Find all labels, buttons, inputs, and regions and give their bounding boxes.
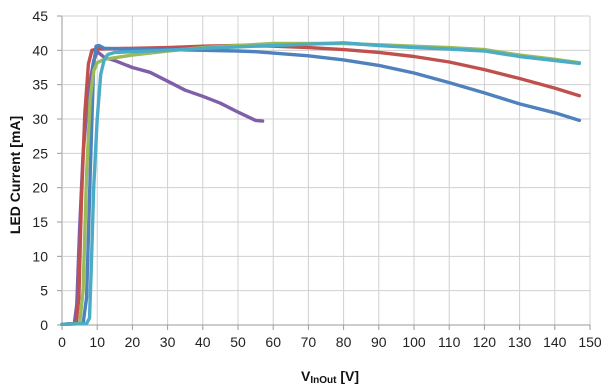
x-tick-label: 30 (160, 334, 176, 350)
y-tick-label: 10 (32, 248, 48, 264)
x-tick-label: 10 (89, 334, 105, 350)
series-line-5 (60, 41, 582, 326)
x-axis-label: VInOut [V] (301, 368, 359, 386)
series-line-4 (60, 41, 582, 326)
x-tick-label: 40 (195, 334, 211, 350)
y-tick-label: 40 (32, 42, 48, 58)
x-tick-label: 60 (265, 334, 281, 350)
chart-grid (57, 15, 591, 330)
x-tick-label: 20 (125, 334, 141, 350)
x-tick-label: 150 (578, 334, 601, 350)
x-tick-label: 70 (301, 334, 317, 350)
chart-series-group (60, 41, 582, 326)
x-tick-label: 80 (336, 334, 352, 350)
y-tick-label: 35 (32, 77, 48, 93)
y-axis-label: LED Current [mA] (7, 116, 23, 234)
y-tick-label: 5 (40, 283, 48, 299)
y-tick-label: 0 (40, 317, 48, 333)
series-line-3 (60, 43, 582, 326)
series-line-2 (60, 43, 582, 326)
y-tick-label: 20 (32, 180, 48, 196)
y-tick-label: 45 (32, 8, 48, 24)
x-tick-label: 110 (438, 334, 461, 350)
y-tick-label: 15 (32, 214, 48, 230)
y-tick-label: 30 (32, 111, 48, 127)
x-tick-label: 0 (58, 334, 66, 350)
chart-tick-labels: 0 10 20 30 40 50 60 70 80 90 100 110 120 130 140 150 0 5 1… (32, 8, 601, 350)
x-tick-label: 90 (371, 334, 387, 350)
x-tick-label: 140 (543, 334, 567, 350)
x-tick-label: 120 (473, 334, 497, 350)
x-tick-label: 50 (230, 334, 246, 350)
x-tick-label: 130 (508, 334, 532, 350)
y-tick-label: 25 (32, 145, 48, 161)
x-tick-label: 100 (402, 334, 426, 350)
